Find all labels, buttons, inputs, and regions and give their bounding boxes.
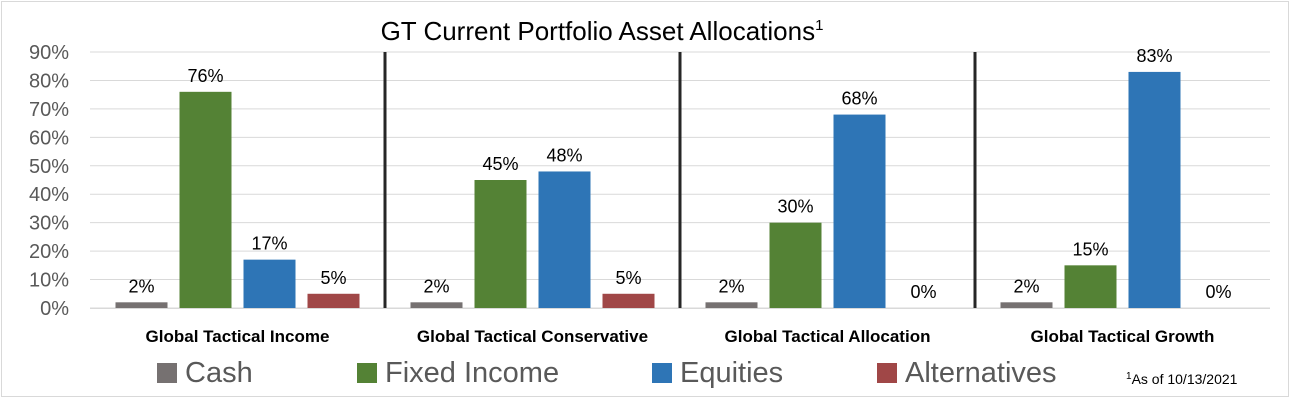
bar-fixed-income <box>179 91 232 308</box>
data-label-equities: 48% <box>546 145 582 165</box>
chart-title-text: GT Current Portfolio Asset Allocations <box>381 16 816 46</box>
bar-equities <box>538 171 591 308</box>
data-label-equities: 17% <box>251 234 287 254</box>
bar-cash <box>115 302 168 308</box>
legend-swatch-equities <box>652 363 672 383</box>
chart-title-superscript: 1 <box>815 17 823 34</box>
data-label-fixed-income: 15% <box>1072 239 1108 259</box>
legend: Cash Fixed Income Equities Alternatives <box>157 357 1057 389</box>
data-label-alternatives: 5% <box>320 268 346 288</box>
legend-label-equities: Equities <box>680 357 783 389</box>
y-tick-label: 60% <box>29 127 69 149</box>
data-label-fixed-income: 45% <box>482 154 518 174</box>
legend-label-fixed-income: Fixed Income <box>385 357 559 389</box>
bar-equities <box>1128 71 1181 309</box>
bar-equities <box>243 259 296 308</box>
y-tick-label: 90% <box>29 42 69 64</box>
bar-fixed-income <box>769 222 822 308</box>
category-label: Global Tactical Conservative <box>417 327 648 346</box>
data-label-alternatives: 0% <box>910 282 936 302</box>
legend-swatch-cash <box>157 363 177 383</box>
category-label: Global Tactical Growth <box>1031 327 1215 346</box>
bar-cash <box>705 302 758 308</box>
bars <box>115 71 1181 309</box>
bar-cash <box>1000 302 1053 308</box>
data-label-alternatives: 0% <box>1205 282 1231 302</box>
data-label-alternatives: 5% <box>615 268 641 288</box>
footnote-superscript: 1 <box>1126 371 1132 382</box>
bar-cash <box>410 302 463 308</box>
group-dividers <box>383 52 977 308</box>
y-tick-label: 80% <box>29 70 69 92</box>
data-label-equities: 68% <box>841 89 877 109</box>
y-tick-label: 40% <box>29 184 69 206</box>
data-label-cash: 2% <box>128 276 154 296</box>
bar-fixed-income <box>474 180 527 308</box>
y-tick-label: 10% <box>29 270 69 292</box>
bar-alternatives <box>307 293 360 308</box>
data-labels: 2% 76% 17% 5% 2% 45% 48% 5% 2% 30% 68% 0% 2% 15% 83% 0% <box>128 46 1231 302</box>
data-label-fixed-income: 76% <box>187 66 223 86</box>
legend-swatch-fixed-income <box>357 363 377 383</box>
bar-fixed-income <box>1064 265 1117 308</box>
data-label-cash: 2% <box>423 276 449 296</box>
category-label: Global Tactical Allocation <box>725 327 931 346</box>
legend-label-alternatives: Alternatives <box>905 357 1057 389</box>
chart-title: GT Current Portfolio Asset Allocations1 <box>381 16 824 46</box>
bar-alternatives <box>602 293 655 308</box>
data-label-equities: 83% <box>1136 46 1172 66</box>
legend-swatch-alternatives <box>877 363 897 383</box>
y-tick-label: 0% <box>40 298 69 320</box>
y-tick-label: 50% <box>29 156 69 178</box>
data-label-cash: 2% <box>1013 276 1039 296</box>
category-labels: Global Tactical Income Global Tactical Co… <box>146 327 1215 346</box>
y-tick-label: 20% <box>29 241 69 263</box>
category-label: Global Tactical Income <box>146 327 330 346</box>
footnote: 1As of 10/13/2021 <box>1126 371 1238 387</box>
data-label-cash: 2% <box>718 276 744 296</box>
y-axis-ticks: 0% 10% 20% 30% 40% 50% 60% 70% 80% 90% <box>29 42 69 320</box>
data-label-fixed-income: 30% <box>777 197 813 217</box>
legend-label-cash: Cash <box>185 357 253 389</box>
y-tick-label: 70% <box>29 99 69 121</box>
footnote-text: As of 10/13/2021 <box>1132 371 1238 387</box>
y-tick-label: 30% <box>29 213 69 235</box>
bar-equities <box>833 114 886 308</box>
